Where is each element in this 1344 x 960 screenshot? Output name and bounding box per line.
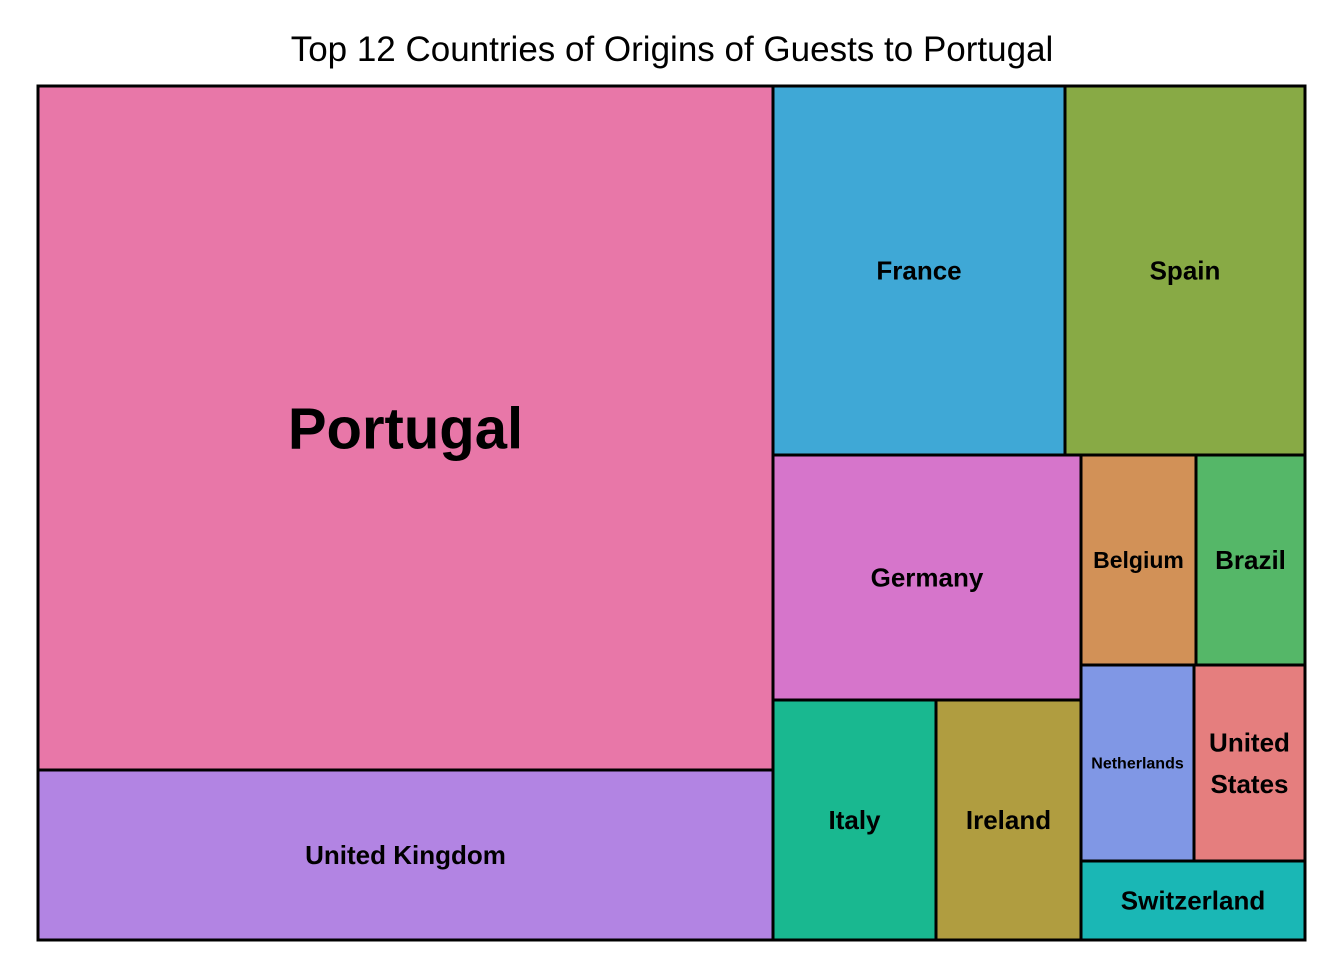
tile-label-line: Portugal xyxy=(288,396,523,461)
tile-label-line: Switzerland xyxy=(1121,886,1265,916)
tile-label-spain: Spain xyxy=(1150,256,1221,286)
tile-label-belgium: Belgium xyxy=(1093,547,1184,573)
tile-belgium xyxy=(1079,453,1198,667)
tile-label-line: Italy xyxy=(828,805,881,835)
tile-label-line: Brazil xyxy=(1215,545,1286,575)
tile-spain xyxy=(1063,84,1307,457)
tile-label-line: France xyxy=(876,256,961,286)
tile-label-line: Spain xyxy=(1150,256,1221,286)
tile-label-line: States xyxy=(1210,769,1288,799)
tile-label-netherlands: Netherlands xyxy=(1091,756,1184,773)
tile-label-france: France xyxy=(876,256,961,286)
tile-label-united-kingdom: United Kingdom xyxy=(305,840,506,870)
tile-italy xyxy=(771,698,938,942)
tile-label-line: Belgium xyxy=(1093,547,1184,573)
tile-label-line: Ireland xyxy=(966,805,1051,835)
tile-brazil xyxy=(1194,453,1307,667)
tile-netherlands xyxy=(1079,663,1196,863)
tile-label-line: Germany xyxy=(871,563,984,593)
tile-label-italy: Italy xyxy=(828,805,881,835)
tile-united-states xyxy=(1192,663,1307,863)
tile-france xyxy=(771,84,1067,457)
tile-label-line: Netherlands xyxy=(1091,756,1184,773)
tile-label-line: United xyxy=(1209,727,1290,757)
tile-label-line: United Kingdom xyxy=(305,840,506,870)
tile-label-ireland: Ireland xyxy=(966,805,1051,835)
tile-label-germany: Germany xyxy=(871,563,984,593)
chart-title: Top 12 Countries of Origins of Guests to… xyxy=(290,30,1054,69)
tile-portugal xyxy=(36,84,775,772)
tile-switzerland xyxy=(1079,859,1307,942)
tile-label-portugal: Portugal xyxy=(288,396,523,461)
tile-label-switzerland: Switzerland xyxy=(1121,886,1265,916)
tile-label-united-states: United States xyxy=(1209,727,1290,799)
tile-united-kingdom xyxy=(36,768,775,942)
tile-label-brazil: Brazil xyxy=(1215,545,1286,575)
